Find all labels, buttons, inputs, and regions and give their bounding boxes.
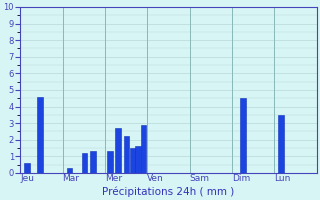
Bar — [67, 168, 72, 173]
Bar — [82, 153, 87, 173]
Bar — [37, 97, 43, 173]
Bar — [124, 136, 129, 173]
Bar — [141, 125, 146, 173]
Bar — [90, 151, 96, 173]
Bar — [24, 163, 30, 173]
X-axis label: Précipitations 24h ( mm ): Précipitations 24h ( mm ) — [102, 186, 235, 197]
Bar — [130, 148, 136, 173]
Bar — [107, 151, 113, 173]
Bar — [240, 98, 246, 173]
Bar — [135, 146, 141, 173]
Bar — [278, 115, 284, 173]
Bar — [116, 128, 121, 173]
